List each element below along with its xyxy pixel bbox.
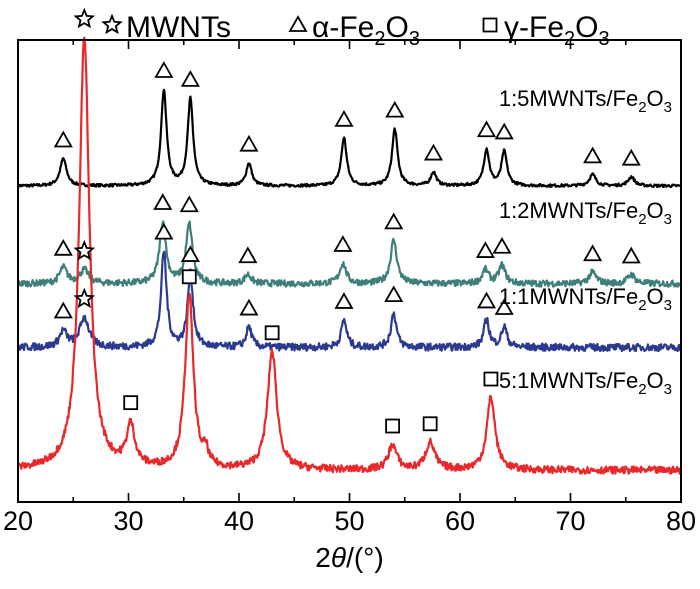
triangle-peak-marker	[239, 134, 259, 152]
x-axis-label-variable: θ	[331, 542, 346, 573]
triangle-peak-marker	[179, 195, 199, 213]
x-tick-label: 40	[224, 506, 254, 536]
x-axis-label-prefix: 2	[315, 542, 331, 573]
series-label-sub: 2	[638, 381, 646, 398]
x-axis: 20 30 40 50 60 70 80	[3, 40, 696, 536]
triangle-peak-marker	[239, 298, 259, 316]
x-tick-label: 20	[3, 506, 33, 536]
legend-entry: α-Fe2O3	[288, 11, 420, 50]
series-label-main: 1:1MWNTs/Fe	[499, 284, 638, 309]
series-curve	[16, 220, 682, 288]
legend-triangle-icon	[288, 15, 308, 32]
triangle-peak-marker	[583, 146, 603, 164]
series-label-post: O	[647, 86, 664, 111]
triangle-peak-marker	[384, 212, 404, 230]
star-peak-marker	[73, 7, 96, 29]
series-label-post: O	[647, 368, 664, 393]
legend-label: MWNTs	[126, 11, 231, 44]
star-peak-marker	[73, 239, 96, 261]
triangle-peak-marker	[494, 298, 514, 315]
triangle-peak-marker	[476, 120, 497, 138]
triangle-peak-marker	[476, 291, 497, 309]
legend: MWNTs α-Fe2O3 γ-Fe2O3	[101, 11, 610, 50]
triangle-peak-marker	[334, 292, 354, 309]
series-label-post: O	[647, 198, 664, 223]
square-peak-marker	[422, 416, 438, 432]
series-label: 1:1MWNTs/Fe2O3	[499, 284, 672, 314]
legend-label-post: O	[385, 11, 408, 44]
series-label-sub2: 3	[664, 211, 672, 228]
triangle-peak-marker	[384, 285, 404, 303]
x-tick-label: 60	[445, 506, 475, 536]
square-peak-marker	[264, 325, 280, 341]
legend-entry: MWNTs	[101, 11, 231, 44]
series-curve	[16, 88, 682, 189]
series-curve	[16, 36, 683, 475]
square-peak-marker	[483, 371, 499, 387]
series-label-main: 5:1MWNTs/Fe	[499, 368, 638, 393]
square-peak-marker	[123, 395, 139, 411]
legend-label-main: γ-Fe	[504, 11, 564, 44]
triangle-peak-marker	[583, 244, 603, 262]
series-curves	[16, 36, 683, 475]
triangle-peak-marker	[621, 246, 641, 264]
x-axis-label: 2θ/(°)	[315, 542, 383, 573]
series-label-main: 1:2MWNTs/Fe	[499, 198, 638, 223]
series-label: 5:1MWNTs/Fe2O3	[499, 368, 672, 398]
triangle-peak-marker	[621, 148, 641, 166]
square-peak-marker	[385, 418, 400, 434]
star-peak-marker	[73, 287, 96, 309]
x-tick-label: 70	[555, 506, 585, 536]
square-peak-marker	[181, 269, 197, 285]
triangle-peak-marker	[333, 235, 353, 252]
triangle-peak-marker	[385, 100, 405, 118]
triangle-peak-marker	[153, 193, 173, 210]
series-label-sub: 2	[638, 211, 646, 228]
legend-label-post: O	[575, 11, 598, 44]
triangle-peak-marker	[53, 239, 73, 256]
series-labels: 1:5MWNTs/Fe2O31:2MWNTs/Fe2O31:1MWNTs/Fe2…	[499, 86, 672, 398]
triangle-peak-marker	[423, 143, 444, 161]
series-label: 1:5MWNTs/Fe2O3	[499, 86, 672, 116]
triangle-peak-marker	[53, 301, 73, 319]
triangle-peak-marker	[492, 236, 512, 254]
series-label-post: O	[647, 284, 664, 309]
x-tick-label: 80	[666, 506, 696, 536]
series-label: 1:2MWNTs/Fe2O3	[499, 198, 672, 228]
series-label-sub2: 3	[664, 381, 672, 398]
triangle-peak-marker	[180, 70, 200, 87]
triangle-peak-marker	[334, 109, 354, 127]
peak-markers	[53, 7, 641, 434]
legend-label: γ-Fe2O3	[504, 11, 610, 50]
x-axis-label-unit: /(°)	[346, 542, 384, 573]
legend-label-main: MWNTs	[126, 11, 231, 44]
triangle-peak-marker	[180, 245, 200, 262]
triangle-peak-marker	[238, 246, 258, 264]
legend-entry: γ-Fe2O3	[482, 11, 610, 50]
series-label-sub2: 3	[664, 297, 672, 314]
plot-area: 1:5MWNTs/Fe2O31:2MWNTs/Fe2O31:1MWNTs/Fe2…	[16, 7, 683, 475]
legend-star-icon	[101, 13, 123, 35]
x-tick-label: 30	[113, 506, 143, 536]
x-tick-label: 50	[334, 506, 364, 536]
triangle-peak-marker	[154, 61, 174, 78]
triangle-peak-marker	[494, 122, 514, 140]
series-label-sub: 2	[638, 99, 646, 116]
triangle-peak-marker	[53, 130, 73, 148]
triangle-peak-marker	[475, 241, 495, 258]
legend-label-main: α-Fe	[312, 11, 374, 44]
legend-square-icon	[482, 17, 498, 33]
series-label-sub: 2	[638, 297, 646, 314]
series-curve	[16, 250, 683, 353]
series-label-main: 1:5MWNTs/Fe	[499, 86, 638, 111]
series-label-sub2: 3	[664, 99, 672, 116]
triangle-peak-marker	[154, 222, 174, 240]
legend-label: α-Fe2O3	[312, 11, 420, 50]
